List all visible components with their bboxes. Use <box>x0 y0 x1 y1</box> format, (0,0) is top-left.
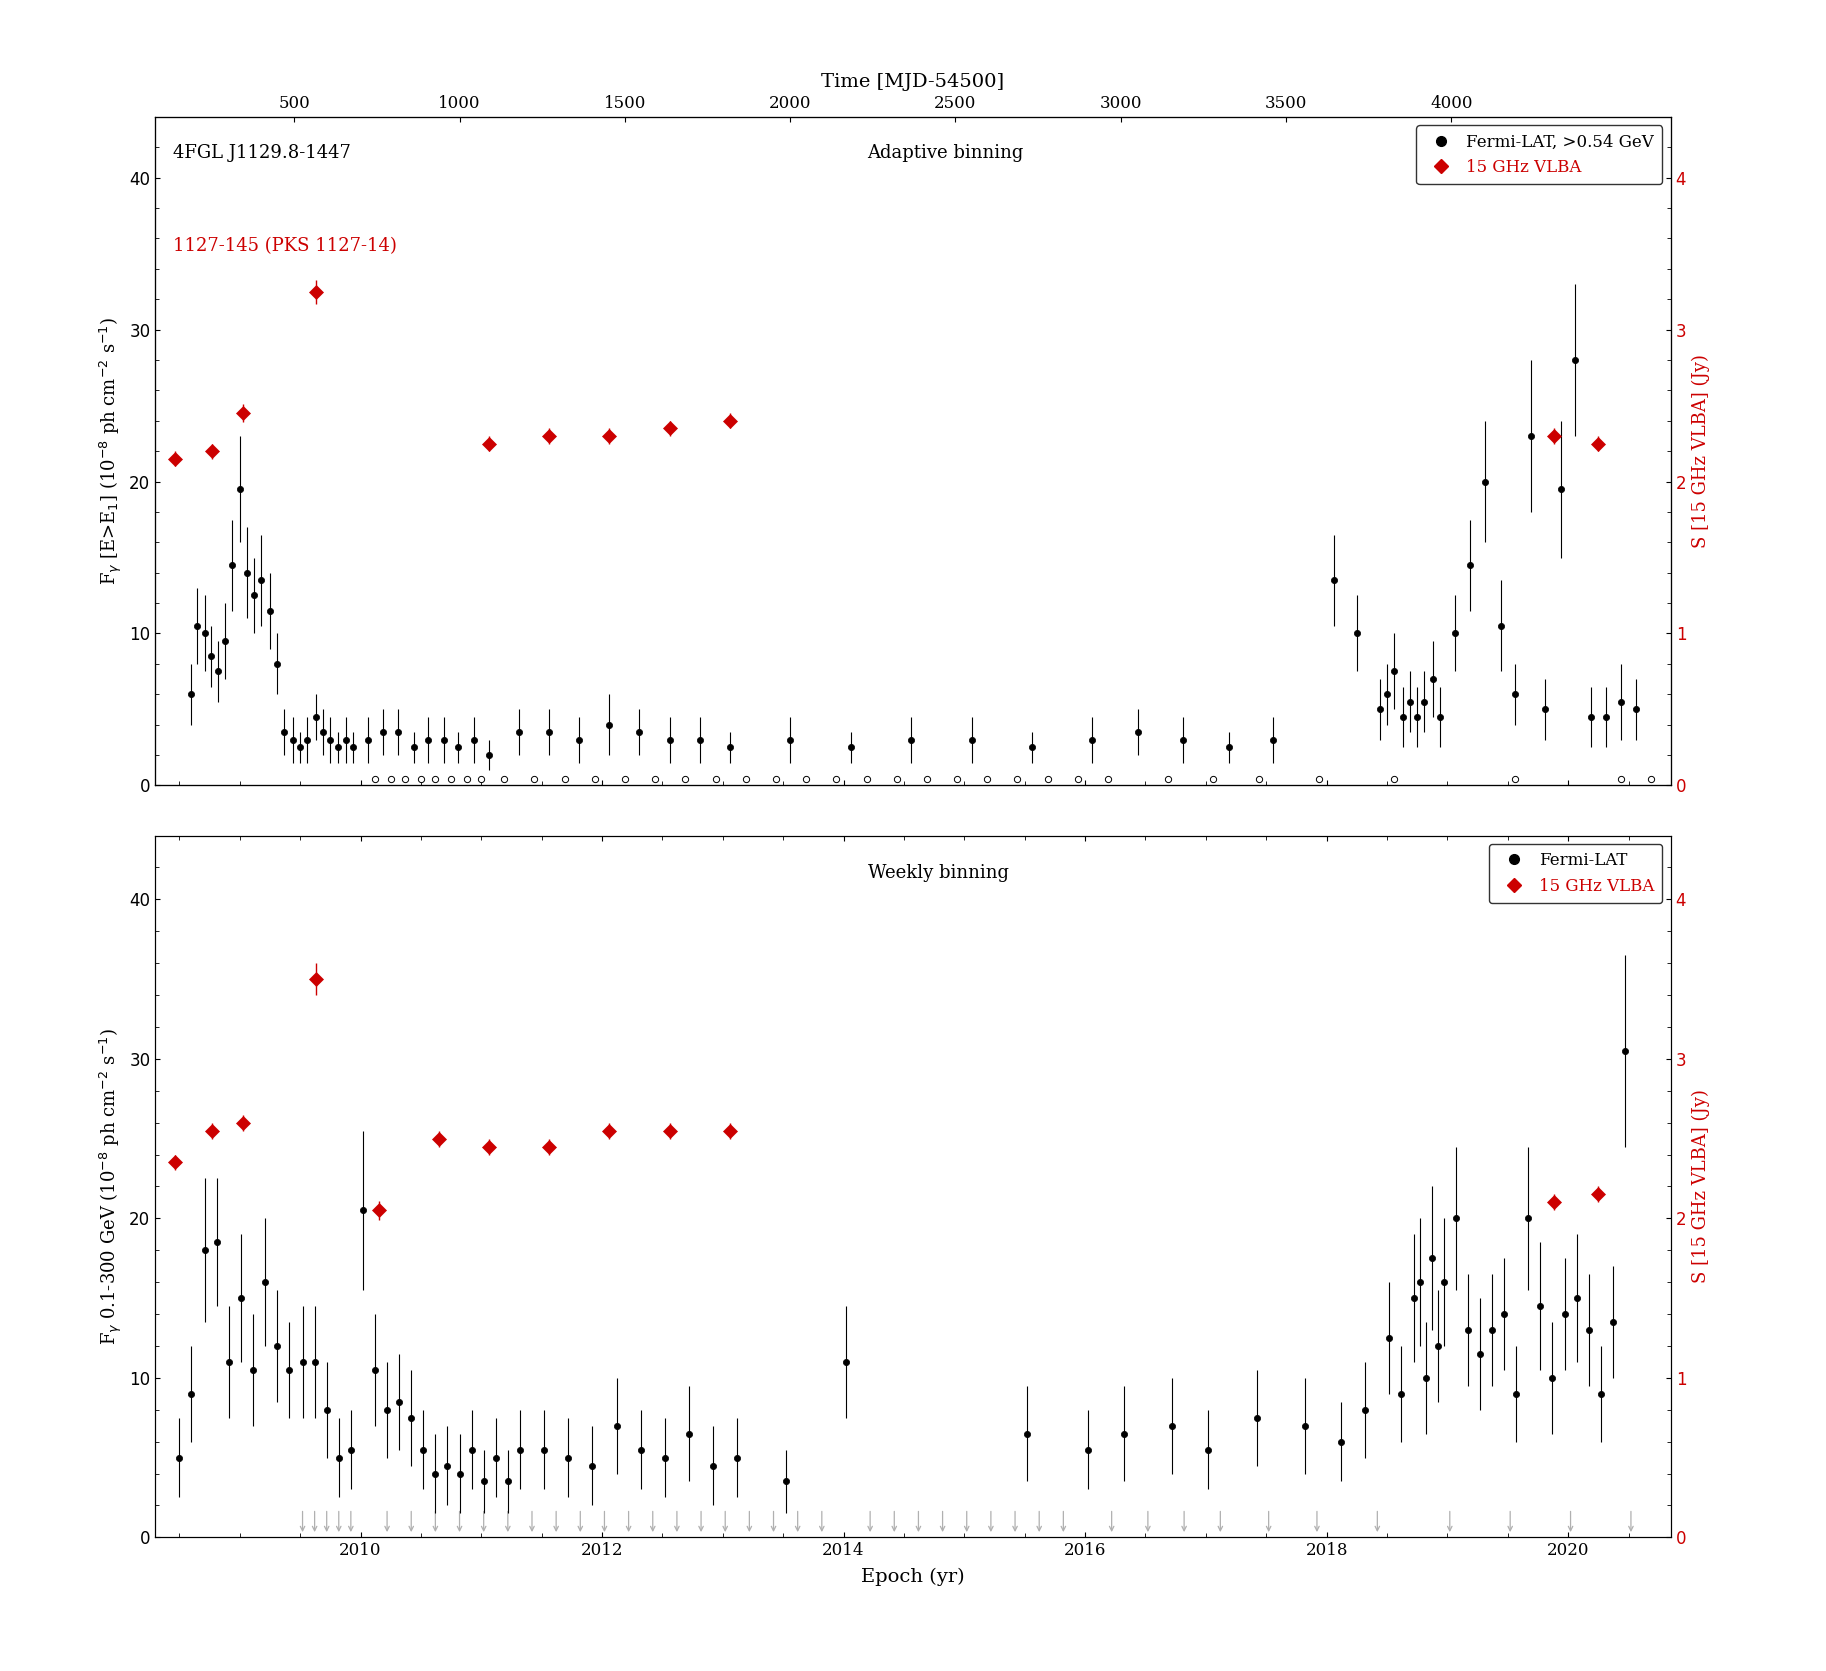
Text: 4FGL J1129.8-1447: 4FGL J1129.8-1447 <box>173 144 351 162</box>
Y-axis label: F$_\gamma$ [E>E$_1$] (10$^{-8}$ ph cm$^{-2}$ s$^{-1}$): F$_\gamma$ [E>E$_1$] (10$^{-8}$ ph cm$^{… <box>97 317 124 585</box>
X-axis label: Time [MJD-54500]: Time [MJD-54500] <box>822 74 1004 90</box>
Legend: Fermi-LAT, 15 GHz VLBA: Fermi-LAT, 15 GHz VLBA <box>1488 844 1662 902</box>
Text: 1127-145 (PKS 1127-14): 1127-145 (PKS 1127-14) <box>173 237 398 256</box>
Y-axis label: S [15 GHz VLBA] (Jy): S [15 GHz VLBA] (Jy) <box>1693 354 1711 548</box>
Legend: Fermi-LAT, >0.54 GeV, 15 GHz VLBA: Fermi-LAT, >0.54 GeV, 15 GHz VLBA <box>1417 125 1662 184</box>
Y-axis label: S [15 GHz VLBA] (Jy): S [15 GHz VLBA] (Jy) <box>1693 1089 1711 1283</box>
Text: Adaptive binning: Adaptive binning <box>867 144 1024 162</box>
Text: Weekly binning: Weekly binning <box>867 864 1008 882</box>
X-axis label: Epoch (yr): Epoch (yr) <box>862 1567 964 1586</box>
Y-axis label: F$_\gamma$ 0.1-300 GeV (10$^{-8}$ ph cm$^{-2}$ s$^{-1}$): F$_\gamma$ 0.1-300 GeV (10$^{-8}$ ph cm$… <box>97 1028 124 1345</box>
